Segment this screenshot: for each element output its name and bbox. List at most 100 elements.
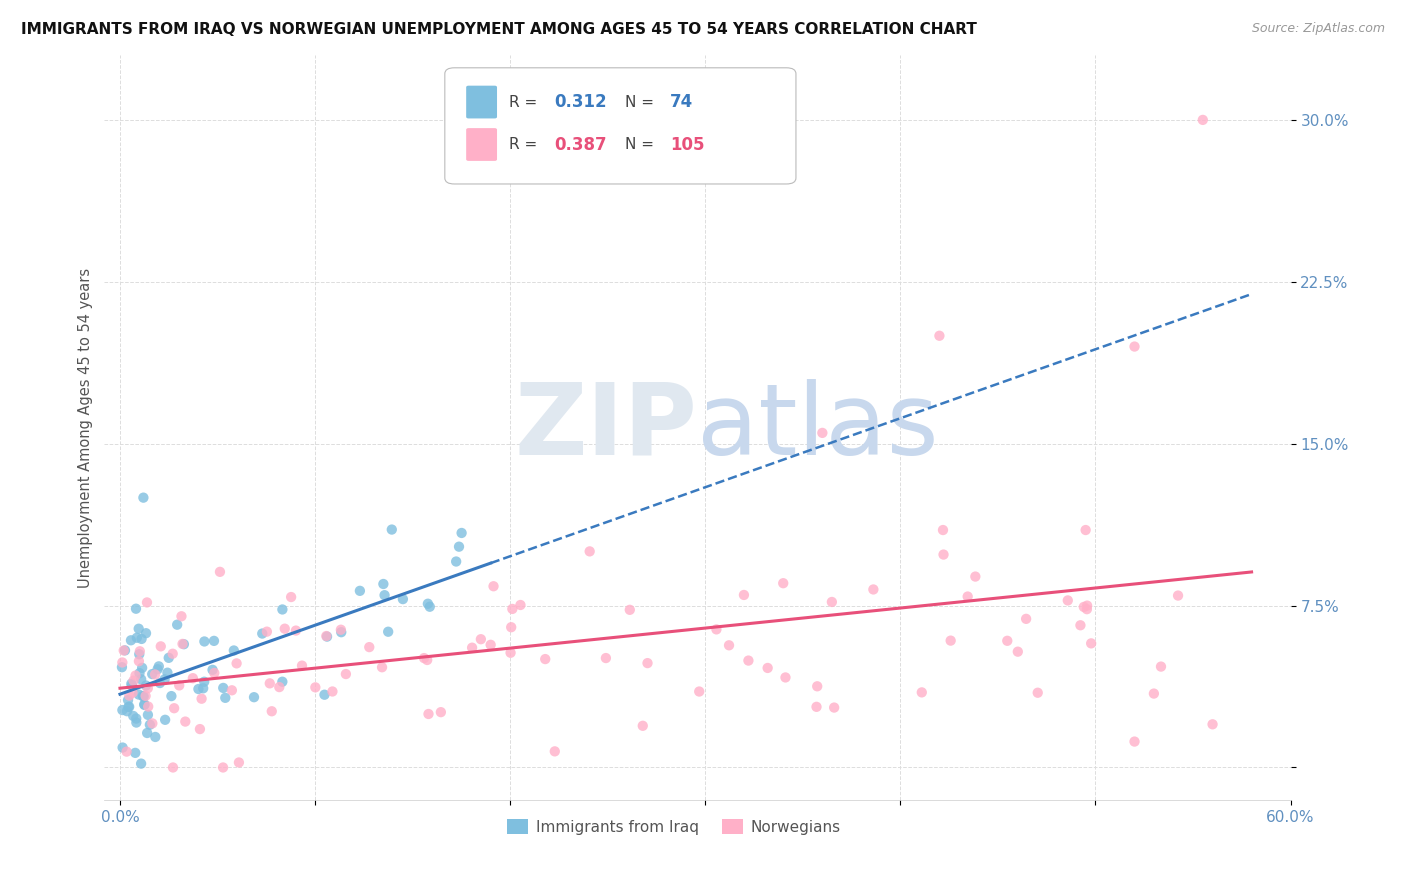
Point (193, 674, 215, 689)
Point (479, 638, 502, 652)
Point (444, 555, 467, 569)
Point (1167, 589, 1189, 603)
Point (117, 693, 139, 707)
Point (181, 671, 204, 685)
Point (995, 633, 1018, 648)
Text: N =: N = (626, 95, 659, 110)
Point (170, 609, 193, 624)
Point (413, 651, 436, 665)
Point (269, 680, 291, 694)
Point (416, 653, 439, 667)
Point (124, 668, 146, 682)
Point (225, 657, 247, 671)
Point (136, 699, 159, 714)
Point (501, 620, 523, 634)
Point (688, 684, 710, 698)
Point (806, 699, 828, 714)
Point (222, 643, 245, 657)
Point (125, 712, 148, 726)
Text: R =: R = (509, 95, 541, 110)
Point (128, 622, 150, 636)
Point (136, 681, 159, 696)
Text: 0.387: 0.387 (554, 136, 606, 153)
Point (115, 745, 138, 759)
Legend: Immigrants from Iraq, Norwegians: Immigrants from Iraq, Norwegians (501, 813, 846, 840)
Point (733, 588, 755, 602)
Point (143, 730, 166, 744)
Point (125, 715, 148, 730)
Point (321, 684, 343, 698)
Point (141, 716, 163, 731)
Point (125, 631, 148, 645)
Point (122, 673, 145, 688)
Point (1191, 112, 1213, 127)
Point (114, 643, 136, 657)
Point (371, 660, 394, 674)
Point (135, 689, 157, 703)
Point (212, 760, 235, 774)
Point (1123, 340, 1146, 354)
Point (190, 691, 212, 706)
Point (470, 632, 492, 647)
Point (335, 667, 357, 681)
Point (862, 582, 884, 597)
Point (775, 670, 797, 684)
Point (146, 662, 169, 676)
Point (117, 700, 139, 714)
Point (461, 640, 484, 655)
Point (128, 688, 150, 702)
Point (1069, 618, 1091, 632)
Point (315, 629, 337, 643)
Point (132, 689, 155, 703)
Point (131, 632, 153, 646)
Point (120, 677, 142, 691)
Point (418, 706, 440, 721)
Point (256, 624, 278, 639)
Point (129, 673, 152, 687)
Point (120, 633, 142, 648)
Point (911, 685, 934, 699)
Point (595, 651, 617, 665)
Point (221, 683, 243, 698)
Point (482, 579, 505, 593)
Point (1073, 599, 1095, 614)
Point (115, 704, 138, 718)
Point (823, 700, 845, 714)
Point (135, 626, 157, 640)
Point (252, 626, 274, 640)
Point (1201, 717, 1223, 731)
Point (381, 523, 404, 537)
Point (260, 704, 283, 718)
Point (499, 646, 522, 660)
Point (939, 633, 962, 648)
Point (1080, 636, 1102, 650)
Point (430, 705, 453, 719)
Point (619, 603, 641, 617)
Point (124, 746, 146, 760)
Point (202, 665, 225, 680)
Point (121, 678, 143, 692)
Point (136, 726, 159, 740)
Point (121, 686, 143, 700)
Point (153, 673, 176, 687)
Y-axis label: Unemployment Among Ages 45 to 54 years: Unemployment Among Ages 45 to 54 years (79, 268, 93, 588)
Point (706, 623, 728, 637)
Point (228, 756, 250, 770)
Point (501, 602, 523, 616)
Point (162, 647, 184, 661)
FancyBboxPatch shape (467, 86, 496, 119)
Point (291, 658, 314, 673)
Point (1143, 687, 1166, 701)
Point (136, 707, 159, 722)
FancyBboxPatch shape (467, 128, 496, 161)
Point (1026, 686, 1049, 700)
FancyBboxPatch shape (444, 68, 796, 184)
Point (259, 676, 281, 690)
Point (193, 634, 215, 648)
Point (1015, 612, 1038, 626)
Point (166, 617, 188, 632)
Point (349, 583, 371, 598)
Point (419, 599, 441, 614)
Point (111, 740, 134, 755)
Point (1076, 599, 1098, 613)
